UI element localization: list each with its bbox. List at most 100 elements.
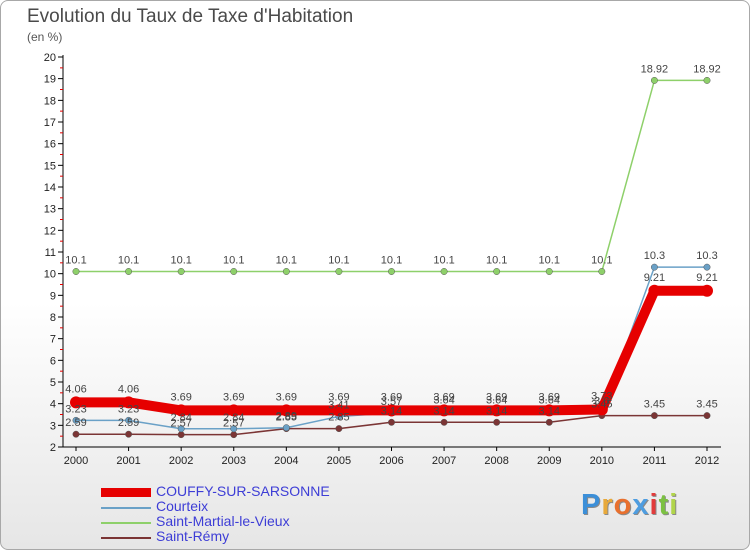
data-label: 3.69 <box>486 391 507 403</box>
data-point <box>280 404 293 417</box>
x-tick-label: 2005 <box>327 455 351 467</box>
data-point <box>122 396 135 409</box>
x-tick-label: 2002 <box>169 455 193 467</box>
data-point <box>493 418 501 426</box>
proxiti-logo: Proxiti <box>581 489 678 522</box>
legend-label-courteix: Courteix <box>156 498 209 514</box>
y-tick-label: 4 <box>50 399 56 411</box>
x-tick-label: 2004 <box>274 455 298 467</box>
legend-label-saint-martial: Saint-Martial-le-Vieux <box>156 513 290 529</box>
data-label: 3.6 <box>594 395 609 407</box>
data-label: 3.64 <box>539 394 560 406</box>
data-label: 2.84 <box>170 412 191 424</box>
y-tick-label: 18 <box>44 95 56 107</box>
data-label: 3.14 <box>486 405 507 417</box>
y-tick-label: 16 <box>44 139 56 151</box>
data-point <box>650 76 658 84</box>
data-point <box>230 268 238 275</box>
y-tick-label: 13 <box>44 204 56 216</box>
x-tick-label: 2001 <box>116 455 140 467</box>
data-point <box>598 268 606 275</box>
data-point <box>440 418 448 426</box>
data-label: 2.85 <box>276 412 297 424</box>
data-point <box>72 416 80 424</box>
data-label: 10.1 <box>65 255 86 267</box>
data-label: 9.21 <box>644 272 665 284</box>
data-point <box>388 418 395 426</box>
x-tick-label: 2009 <box>537 455 561 467</box>
data-point <box>332 404 345 417</box>
data-labels: 10.1 10.1 10.1 10.1 10.1 10.1 10.1 10.1 10.1 10.1… <box>65 63 720 429</box>
data-label: 3.69 <box>170 391 191 403</box>
y-tick-label: 15 <box>44 160 56 172</box>
logo-letter: i <box>649 489 659 521</box>
x-tick-label: 2012 <box>695 455 719 467</box>
data-label: 4.06 <box>118 383 139 395</box>
y-tick-label: 7 <box>50 334 56 346</box>
data-label: 3.69 <box>433 391 454 403</box>
data-point <box>493 268 501 275</box>
legend-swatch-couffy <box>101 488 151 497</box>
y-tick-label: 6 <box>50 355 56 367</box>
data-label: 10.1 <box>486 255 507 267</box>
series-line <box>76 79 707 273</box>
data-point <box>72 268 80 275</box>
data-label: 3.45 <box>591 399 612 411</box>
data-point <box>701 284 713 297</box>
data-label: 2.57 <box>170 418 191 430</box>
data-label: 3.45 <box>696 399 717 411</box>
data-label: 10.1 <box>170 255 191 267</box>
y-tick-label: 3 <box>50 420 56 432</box>
data-point <box>648 284 661 297</box>
data-point <box>385 404 398 417</box>
data-label: 9.21 <box>696 272 717 284</box>
data-label: 10.1 <box>328 255 349 267</box>
data-point <box>545 418 553 426</box>
logo-letter: i <box>669 489 679 521</box>
data-point <box>177 425 185 433</box>
legend-label-couffy: COUFFY-SUR-SARSONNE <box>156 483 330 499</box>
x-tick-label: 2011 <box>643 455 667 467</box>
x-tick-label: 2008 <box>484 455 508 467</box>
data-point <box>230 431 238 439</box>
x-tick-label: 2010 <box>590 455 614 467</box>
data-point <box>440 268 448 275</box>
data-label: 10.1 <box>276 255 297 267</box>
data-label: 2.84 <box>223 412 244 424</box>
y-tick-label: 5 <box>50 377 56 389</box>
x-tick-label: 2000 <box>64 455 88 467</box>
data-label: 3.45 <box>644 399 665 411</box>
y-tick-label: 19 <box>44 74 56 86</box>
y-tick-label: 2 <box>50 442 56 454</box>
data-point <box>282 268 290 275</box>
data-point <box>545 268 553 275</box>
data-point <box>230 425 238 433</box>
data-point <box>650 263 658 271</box>
logo-letter: o <box>613 489 633 521</box>
data-label: 4.06 <box>65 383 86 395</box>
data-label: 18.92 <box>693 63 721 75</box>
data-point <box>227 404 240 417</box>
y-tick-label: 20 <box>44 52 56 64</box>
data-point <box>72 430 80 438</box>
data-label: 2.59 <box>118 417 139 429</box>
logo-letter: t <box>658 489 670 521</box>
data-point <box>543 404 556 417</box>
data-label: 10.1 <box>381 255 402 267</box>
logo-letter: r <box>601 489 614 521</box>
logo-letter: P <box>581 489 602 521</box>
y-tick-label: 14 <box>44 182 56 194</box>
logo-letter: x <box>632 489 650 521</box>
data-label: 3.57 <box>381 396 402 408</box>
legend-label-saint-remy: Saint-Rémy <box>156 528 230 544</box>
data-point <box>125 430 133 438</box>
y-tick-label: 10 <box>44 269 56 281</box>
legend-swatch-courteix <box>101 507 151 509</box>
data-label: 10.1 <box>591 255 612 267</box>
data-label: 10.3 <box>644 250 665 262</box>
data-label: 3.14 <box>433 405 454 417</box>
data-point <box>125 416 133 424</box>
x-tick-label: 2007 <box>432 455 456 467</box>
data-label: 3.69 <box>223 391 244 403</box>
